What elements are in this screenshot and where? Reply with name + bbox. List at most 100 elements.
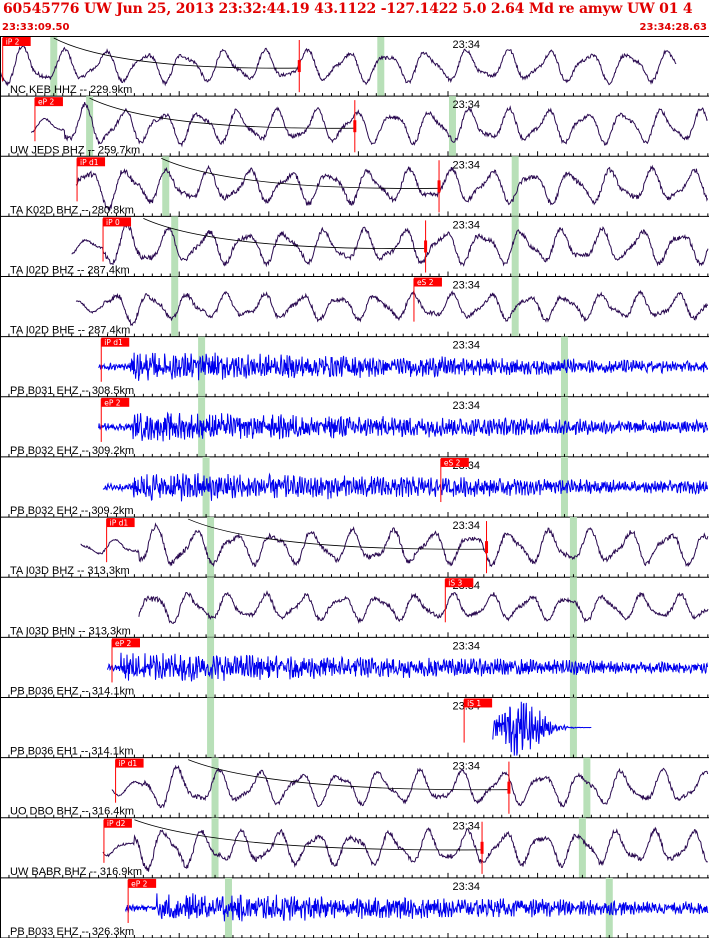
pick-flag <box>440 457 469 467</box>
travel-time-curve <box>89 97 355 129</box>
arrival-band <box>211 817 219 878</box>
trace-panel: 23:34 iP d1 PB B031 EHZ -- 308.5km <box>0 336 709 398</box>
pick-flag <box>111 638 140 648</box>
station-label: TA I02D BHE -- 287.4km <box>10 325 130 337</box>
trace-panel: 23:34 eP 2 PB B032 EHZ -- 309.2km <box>0 396 709 458</box>
trace-panel: 23:34 iP 0 TA I02D BHZ -- 287.4km <box>0 216 709 278</box>
waveform <box>98 352 709 381</box>
minute-label: 23:34 <box>452 640 480 652</box>
minute-label: 23:34 <box>452 159 480 171</box>
pick-marker <box>297 60 301 73</box>
pick-marker <box>353 120 357 133</box>
pick-flag <box>464 698 493 708</box>
pick-flag <box>101 337 130 347</box>
pick-marker <box>480 841 484 854</box>
arrival-band <box>569 517 577 578</box>
travel-time-curve <box>188 518 487 550</box>
arrival-band <box>50 36 58 97</box>
pick-label: iP d2 <box>107 819 126 828</box>
station-label: NC KEB HHZ -- 229.9km <box>10 84 132 96</box>
arrival-band <box>377 36 385 97</box>
waveform <box>30 102 708 148</box>
pick-label: iP 0 <box>106 218 120 227</box>
waveform <box>492 701 592 756</box>
minute-label: 23:34 <box>452 881 480 893</box>
arrival-band <box>211 757 219 818</box>
waveform <box>75 289 709 327</box>
trace-panel: 23:34 iP d1 TA I03D BHZ -- 313.3km <box>0 517 709 578</box>
minute-label: 23:34 <box>452 39 480 51</box>
trace-panel: 23:34 eP 2 PB B036 EHZ -- 314.1km <box>0 637 709 698</box>
arrival-band <box>171 276 179 337</box>
station-label: UW BABR BHZ -- 316.9km <box>10 866 142 878</box>
header: 60545776 UW Jun 25, 2013 23:32:44.19 43.… <box>0 0 709 36</box>
pick-label: iP d1 <box>119 759 138 768</box>
pick-flag <box>106 518 135 528</box>
station-label: PB B031 EHZ -- 308.5km <box>10 385 134 397</box>
trace-panel: 23:34 eP 2 UW JEDS BHZ -- 259.7km <box>0 96 709 157</box>
minute-label: 23:34 <box>452 761 480 773</box>
arrival-band <box>560 336 568 397</box>
pick-label: eS 2 <box>417 278 434 287</box>
pick-flag <box>103 818 132 828</box>
trace-panel: 23:34 iP d1 TA K02D BHZ -- 280.8km <box>0 156 709 217</box>
waveform <box>102 472 708 502</box>
trace-panel: 23:34iS 3TA I03D BHN -- 313.3km <box>0 577 709 638</box>
minute-label: 23:34 <box>452 520 480 532</box>
waveform <box>80 522 709 568</box>
pick-flag <box>34 97 63 107</box>
arrival-band <box>86 96 94 157</box>
pick-flag <box>101 397 130 407</box>
station-label: TA K02D BHZ -- 280.8km <box>10 204 134 216</box>
arrival-band <box>207 577 215 638</box>
pick-marker <box>507 781 511 794</box>
trace-panel: 23:34iS 1PB B036 EH1 -- 314.1km <box>0 697 709 759</box>
pick-label: iP d1 <box>80 158 99 167</box>
minute-label: 23:34 <box>452 219 480 231</box>
pick-flag <box>103 217 132 227</box>
arrival-band <box>511 216 519 277</box>
trace-panel: 23:34 iP d1 UO DBO BHZ -- 316.4km <box>0 757 709 819</box>
arrival-band <box>578 817 586 878</box>
trace-panel: 23:34 iP 2 NC KEB HHZ -- 229.9km <box>0 36 709 97</box>
pick-label: iS 1 <box>467 699 481 708</box>
pick-label: eP 2 <box>104 398 121 407</box>
minute-label: 23:34 <box>452 821 480 833</box>
event-title: 60545776 UW Jun 25, 2013 23:32:44.19 43.… <box>3 1 693 17</box>
pick-label: eP 2 <box>115 639 132 648</box>
waveform <box>107 652 708 682</box>
travel-time-curve <box>143 218 426 249</box>
travel-time-curve <box>53 37 300 69</box>
arrival-band <box>162 156 170 217</box>
station-label: PB B036 EHZ -- 314.1km <box>10 685 134 697</box>
station-label: UO DBO BHZ -- 316.4km <box>10 806 134 818</box>
pick-label: iP d1 <box>110 519 129 528</box>
trace-panel: 23:34 eP 2 PB B033 EHZ -- 326.3km <box>0 877 709 938</box>
travel-time-curve <box>161 157 440 189</box>
arrival-band <box>207 697 215 758</box>
pick-flag <box>413 277 442 287</box>
waveform <box>75 164 709 212</box>
arrival-band <box>569 577 577 638</box>
station-label: TA I03D BHN -- 313.3km <box>10 625 131 637</box>
minute-label: 23:34 <box>452 280 480 292</box>
waveform <box>124 893 709 922</box>
trace-panel: 23:34 iP d2 UW BABR BHZ -- 316.9km <box>0 817 709 879</box>
arrival-band <box>448 96 456 157</box>
pick-flag <box>77 157 106 167</box>
travel-time-curve <box>188 759 509 791</box>
pick-label: iP 2 <box>6 38 20 47</box>
window-start-time: 23:33:09.50 <box>2 22 70 33</box>
arrival-band <box>511 156 519 217</box>
arrival-band <box>198 336 206 397</box>
arrival-band <box>583 757 591 818</box>
minute-label: 23:34 <box>452 99 480 111</box>
waveform <box>102 826 708 872</box>
arrival-band <box>171 216 179 277</box>
minute-label: 23:34 <box>452 340 480 352</box>
arrival-band <box>511 276 519 337</box>
pick-label: eP 2 <box>131 879 148 888</box>
trace-panel: 23:34 eS 2 TA I02D BHE -- 287.4km <box>0 276 709 338</box>
